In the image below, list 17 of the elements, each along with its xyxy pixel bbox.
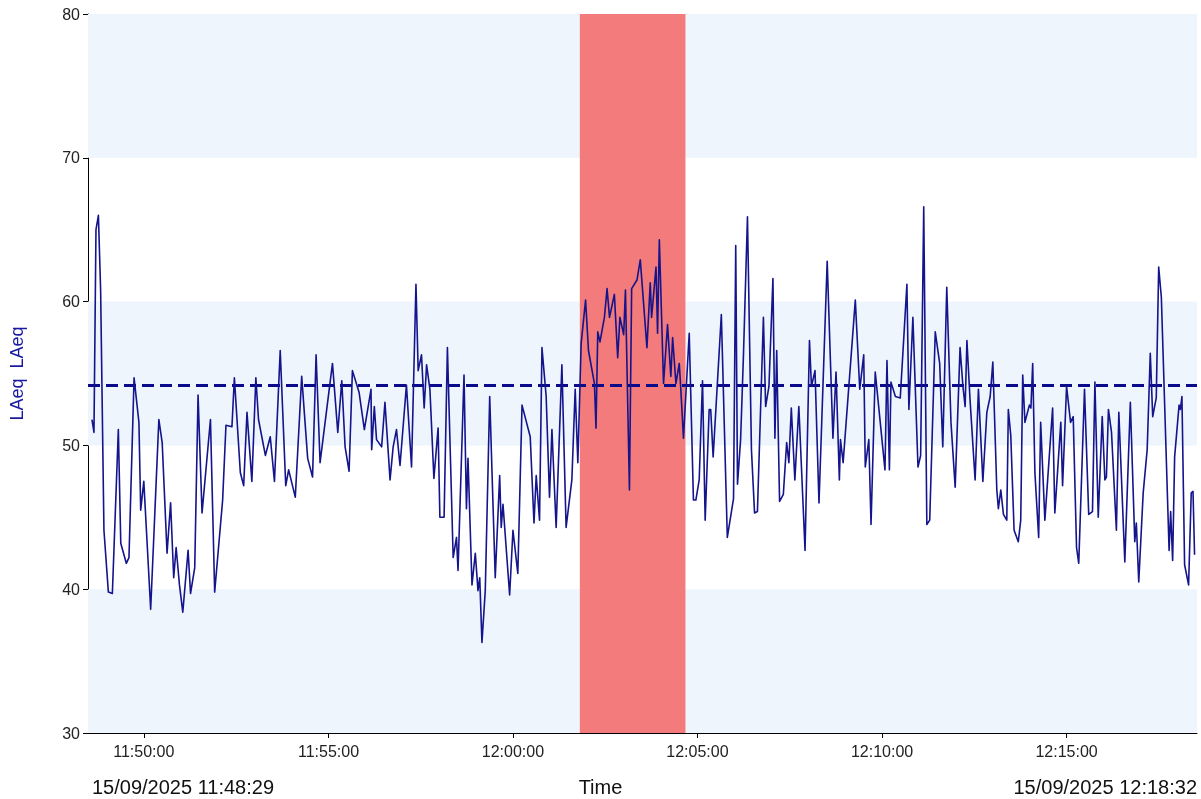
y-tick-label: 30 <box>62 724 81 742</box>
y-tick-label: 50 <box>62 436 81 454</box>
y-tick-label: 70 <box>62 149 81 167</box>
text: 15/09/2025 12:18:32 <box>1013 776 1198 798</box>
x-tick-label: 12:05:00 <box>666 742 729 760</box>
text: 15/09/2025 11:48:29 <box>92 776 275 798</box>
y-tick-label: 60 <box>62 293 81 311</box>
line-series <box>91 205 1196 644</box>
x-axis-title: Time <box>578 776 623 798</box>
x-tick-label: 11:50:00 <box>113 742 175 760</box>
y-tick-label: 80 <box>62 5 81 23</box>
x-tick-label: 12:00:00 <box>481 742 545 760</box>
y-tick-label: 40 <box>62 580 81 598</box>
x-tick-label: 12:15:00 <box>1035 742 1098 760</box>
y-axis-title: LAeq LAeq <box>7 326 27 421</box>
x-tick-label: 11:55:00 <box>297 742 360 760</box>
x-tick-label: 12:10:00 <box>850 742 914 760</box>
